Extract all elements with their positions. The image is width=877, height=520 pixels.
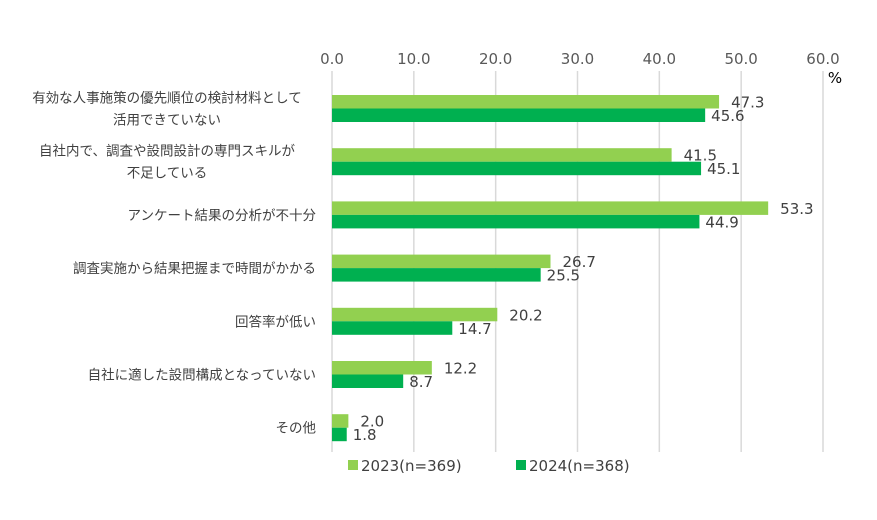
bar-2024-1 xyxy=(332,161,702,176)
category-label: 自社に適した設問構成となっていない xyxy=(88,367,316,384)
bar-2023-3 xyxy=(332,254,551,269)
data-label: 8.7 xyxy=(409,373,433,391)
legend-swatch xyxy=(348,460,358,470)
category-label: 活用できていない xyxy=(113,113,221,129)
unit-label: % xyxy=(828,69,842,87)
bar-2023-2 xyxy=(332,201,769,215)
bar-2023-4 xyxy=(332,307,498,322)
x-tick-label: 20.0 xyxy=(479,50,512,68)
bar-2024-2 xyxy=(332,214,700,229)
category-label: 有効な人事施策の優先順位の検討材料として xyxy=(32,90,302,107)
data-label: 2.0 xyxy=(360,413,384,431)
bar-2024-4 xyxy=(332,321,453,335)
bar-2024-5 xyxy=(332,374,404,388)
bar-2023-1 xyxy=(332,148,672,162)
data-label: 1.8 xyxy=(353,426,377,444)
category-label: その他 xyxy=(276,421,317,437)
category-labels: 有効な人事施策の優先順位の検討材料として活用できていない自社内で、調査や設問設計… xyxy=(32,90,316,437)
x-tick-label: 0.0 xyxy=(320,50,344,68)
bar-2024-3 xyxy=(332,268,541,282)
category-label: 調査実施から結果把握まで時間がかかる xyxy=(73,261,316,277)
category-label: 自社内で、調査や設問設計の専門スキルが xyxy=(39,144,295,160)
data-label: 25.5 xyxy=(547,267,580,285)
data-label: 47.3 xyxy=(731,94,764,112)
bar-2024-0 xyxy=(332,108,706,122)
data-label: 14.7 xyxy=(458,320,491,338)
data-label: 41.5 xyxy=(684,147,717,165)
data-label: 20.2 xyxy=(509,306,542,324)
x-tick-label: 30.0 xyxy=(561,50,594,68)
data-label: 26.7 xyxy=(562,253,595,271)
bar-2023-6 xyxy=(332,414,349,428)
x-axis-ticks: 0.0 10.0 20.0 30.0 40.0 50.0 60.0 xyxy=(320,50,840,68)
bars xyxy=(332,95,769,442)
category-label: 回答率が低い xyxy=(235,313,316,330)
x-tick-label: 10.0 xyxy=(397,50,430,68)
bar-2024-6 xyxy=(332,427,347,442)
data-label: 53.3 xyxy=(780,200,813,218)
x-tick-label: 40.0 xyxy=(643,50,676,68)
legend-label: 2024(n=368) xyxy=(529,457,630,475)
bar-2023-5 xyxy=(332,361,432,375)
data-labels: 47.3 41.5 53.3 26.7 20.2 12.2 2.0 45.6 45.1 44.9 2… xyxy=(353,94,814,445)
x-tick-label: 50.0 xyxy=(724,50,757,68)
data-label: 44.9 xyxy=(705,213,738,231)
data-label: 45.6 xyxy=(711,107,744,125)
bar-2023-0 xyxy=(332,95,720,109)
legend-label: 2023(n=369) xyxy=(361,457,462,475)
x-tick-label: 60.0 xyxy=(806,50,839,68)
legend: 2023(n=369) 2024(n=368) xyxy=(348,457,630,475)
legend-swatch xyxy=(516,460,526,470)
category-label: アンケート結果の分析が不十分 xyxy=(128,208,316,224)
category-label: 不足している xyxy=(127,166,208,182)
data-label: 45.1 xyxy=(707,160,740,178)
data-label: 12.2 xyxy=(444,360,477,378)
